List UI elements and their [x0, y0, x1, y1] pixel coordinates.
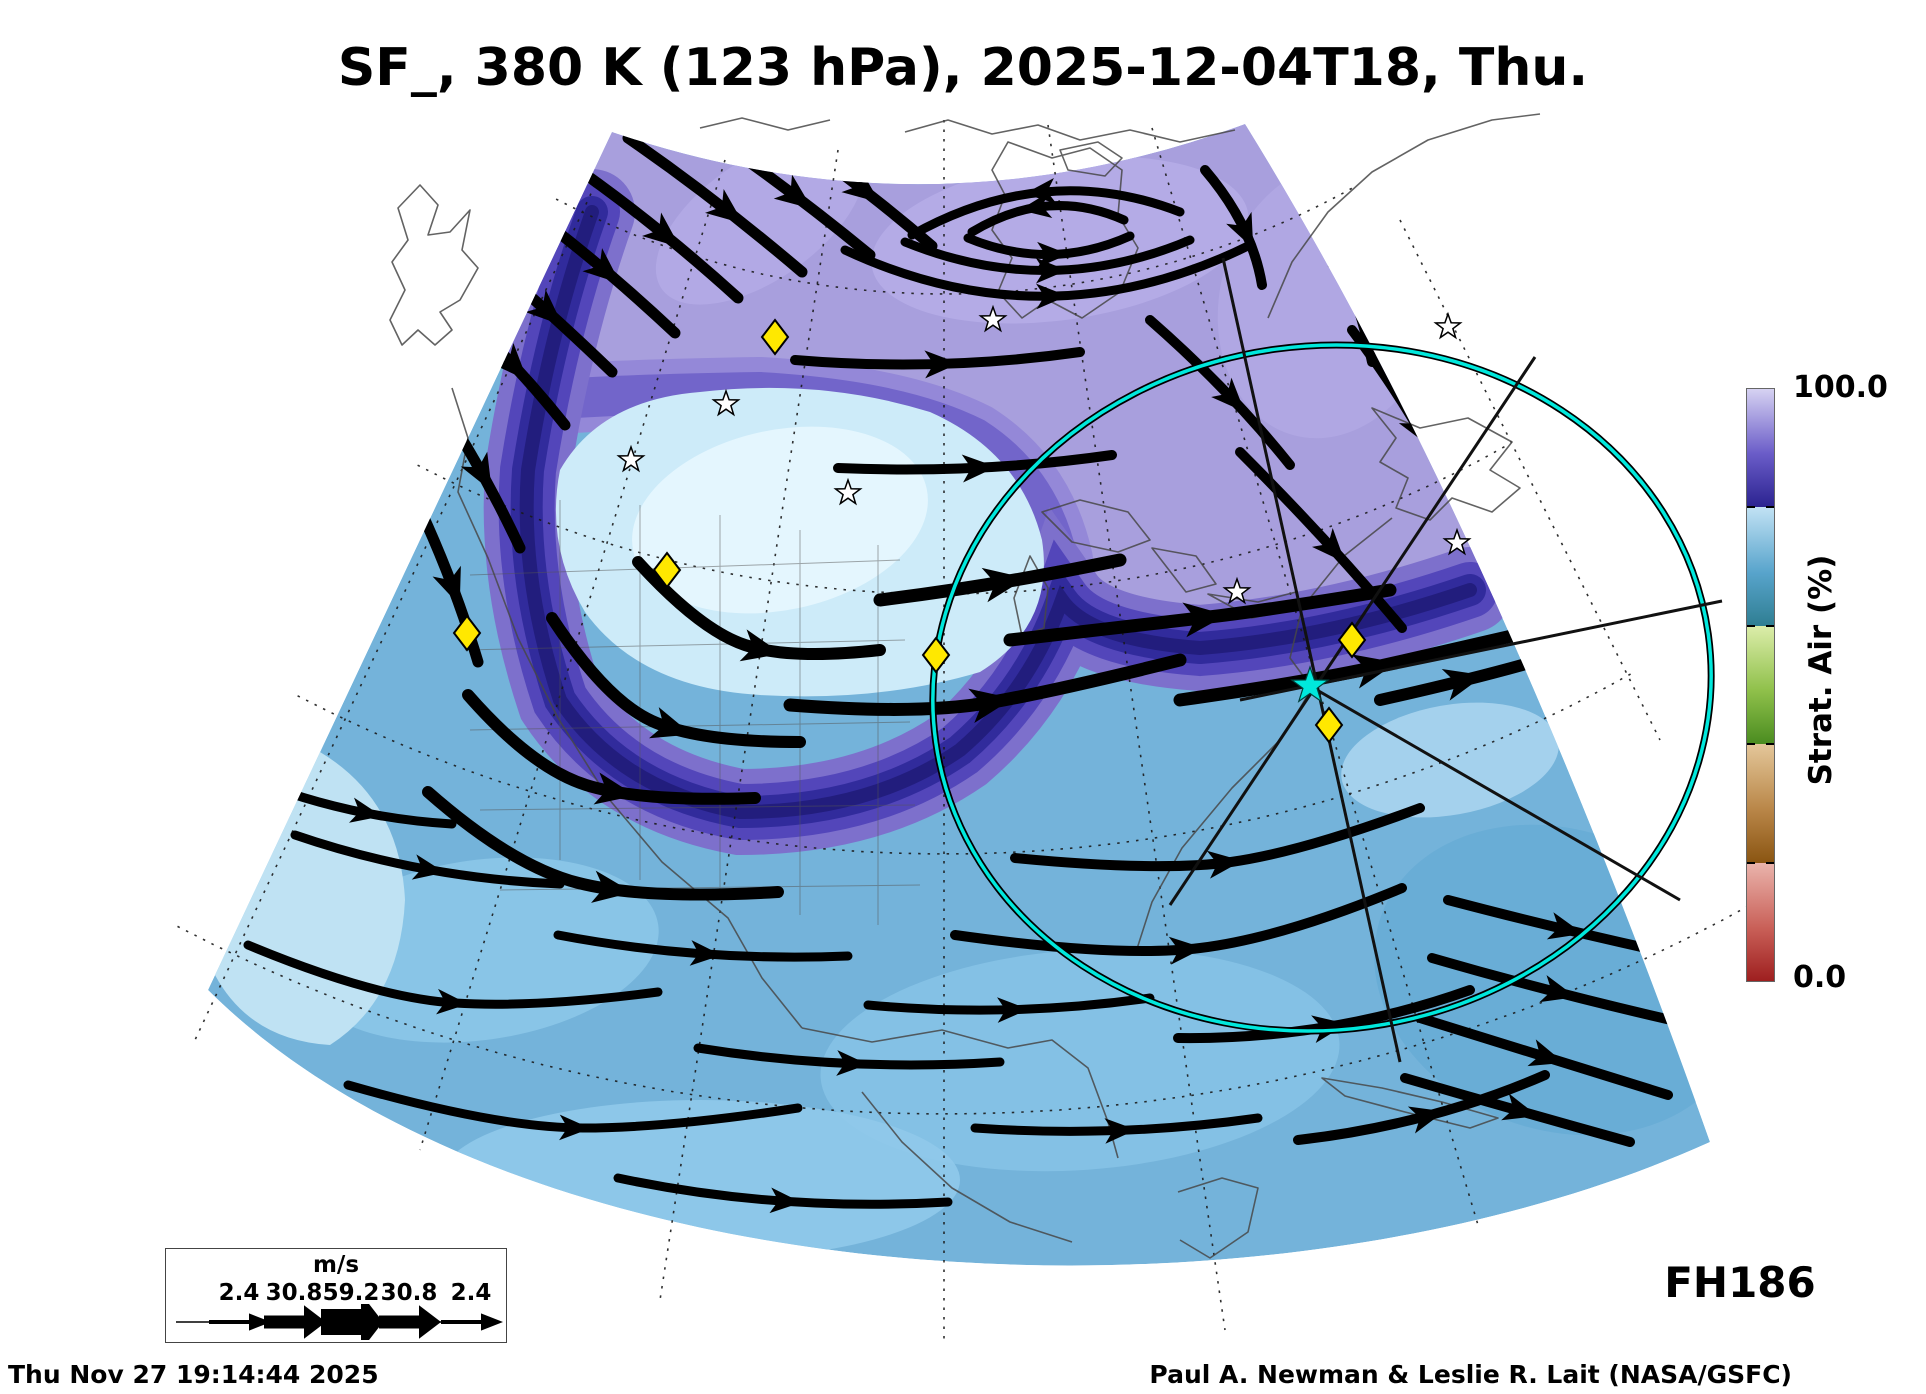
center-cyan-star-marker: [1290, 665, 1330, 703]
wind-streamlines: [243, 124, 1685, 1214]
station-diamond-marker: [1337, 621, 1367, 659]
colorbar-tick: [1766, 861, 1774, 864]
colorbar-segment: [1747, 625, 1774, 745]
colorbar-max-label: 100.0: [1793, 370, 1888, 405]
colorbar-tick: [1766, 624, 1774, 627]
station-diamond-marker: [760, 318, 790, 356]
colorbar-segment: [1747, 389, 1774, 508]
city-star-marker: [978, 304, 1008, 333]
range-ring: [931, 343, 1713, 1033]
colorbar-axis-label: Strat. Air (%): [1803, 554, 1839, 786]
wind-legend-units: m/s: [312, 1252, 360, 1278]
timestamp-text: Thu Nov 27 19:14:44 2025: [8, 1360, 379, 1389]
filled-contours: [208, 124, 1710, 1266]
colorbar-tick: [1747, 624, 1755, 627]
colorbar-segment: [1747, 862, 1774, 981]
colorbar: [1746, 388, 1775, 982]
city-star-marker: [1433, 311, 1463, 340]
city-star-marker: [711, 388, 741, 417]
city-star-marker: [616, 444, 646, 473]
page-title: SF_, 380 K (123 hPa), 2025-12-04T18, Thu…: [337, 38, 1589, 98]
city-star-marker: [1442, 527, 1472, 556]
colorbar-segment: [1747, 507, 1774, 626]
wind-speed-label: 30.8: [380, 1280, 438, 1306]
colorbar-tick: [1747, 743, 1755, 746]
station-diamond-marker: [921, 636, 951, 674]
colorbar-tick: [1766, 506, 1774, 509]
colorbar-min-label: 0.0: [1793, 960, 1847, 995]
station-diamond-marker: [1314, 706, 1344, 744]
wind-arrow-scale-glyph: [176, 1304, 503, 1340]
colorbar-segment: [1747, 744, 1774, 863]
credit-text: Paul A. Newman & Leslie R. Lait (NASA/GS…: [1149, 1360, 1792, 1389]
station-diamond-marker: [452, 614, 482, 652]
colorbar-tick: [1747, 506, 1755, 509]
colorbar-tick: [1766, 743, 1774, 746]
city-star-marker: [833, 477, 863, 506]
wind-speed-label: 30.8: [265, 1280, 323, 1306]
wind-speed-label: 59.2: [322, 1280, 380, 1306]
station-diamond-marker: [652, 551, 682, 589]
markers: [452, 304, 1472, 744]
wind-speed-label: 2.4: [218, 1280, 260, 1306]
forecast-hour-label: FH186: [1664, 1258, 1816, 1307]
colorbar-tick: [1747, 861, 1755, 864]
wind-speed-label: 2.4: [450, 1280, 492, 1306]
city-star-marker: [1222, 576, 1252, 605]
wind-speed-legend: m/s 2.4 30.8 59.2 30.8 2.4: [165, 1248, 507, 1343]
